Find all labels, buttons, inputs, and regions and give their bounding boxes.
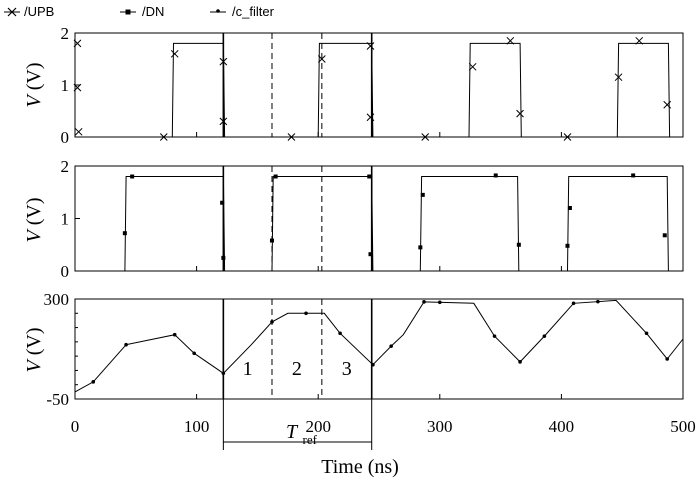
panel-top-series xyxy=(73,36,683,141)
panel-top-ytick-label: 0 xyxy=(61,128,70,147)
panel-bottom-ticks: -50 300 0 100 200 300 400 500 xyxy=(44,290,696,436)
panel-middle-ylabel-var: V xyxy=(23,227,45,242)
upb-marker xyxy=(287,133,296,141)
panel-bottom-frame xyxy=(74,298,684,400)
upb-marker xyxy=(170,49,179,58)
upb-marker xyxy=(468,62,477,71)
c-filter-marker xyxy=(492,334,497,338)
x-tick-label-100: 100 xyxy=(184,417,210,436)
panel-bottom-ylabel-unit: (V) xyxy=(23,328,45,356)
x-tick-label-500: 500 xyxy=(670,417,696,436)
panel-bottom-series xyxy=(74,299,684,393)
panel-top-ylabel-var: V xyxy=(23,92,45,107)
upb-marker xyxy=(421,133,430,141)
dn-marker xyxy=(516,242,521,247)
panel-middle-ylabel: V (V) xyxy=(23,198,45,243)
dn-marker xyxy=(493,173,498,178)
legend-label-dn: /DN xyxy=(142,4,164,19)
dn-marker xyxy=(662,233,667,238)
legend-item-c-filter: /c_filter xyxy=(210,4,275,19)
panel-bottom-ylabel: V (V) xyxy=(23,328,45,373)
dn-marker xyxy=(367,174,372,179)
c-filter-marker xyxy=(304,311,308,316)
legend: /UPB /DN /c_filter xyxy=(4,4,275,19)
dn-marker xyxy=(122,231,127,236)
panel-middle-ylabel-unit: (V) xyxy=(23,198,45,226)
upb-marker xyxy=(366,42,375,50)
upb-marker xyxy=(663,100,672,109)
panel-middle-ticks: 0 1 2 xyxy=(61,157,684,281)
upb-marker xyxy=(516,109,524,118)
panel-top-trace xyxy=(75,42,683,138)
dn-marker xyxy=(273,174,278,179)
c-filter-marker xyxy=(665,357,669,361)
x-tick-label-400: 400 xyxy=(549,417,575,436)
c-filter-marker xyxy=(644,331,649,336)
c-filter-marker xyxy=(422,300,426,304)
x-tick-label-200: 200 xyxy=(305,417,331,436)
dn-marker xyxy=(565,243,570,248)
upb-marker xyxy=(635,36,644,45)
c-filter-marker xyxy=(389,344,393,348)
panel-middle-ytick-label: 1 xyxy=(61,210,70,229)
dn-marker xyxy=(631,173,636,178)
panel-top-ylabel-unit: (V) xyxy=(23,63,45,91)
panel-top: 0 1 2 V (V) xyxy=(23,24,684,147)
panel-middle-series xyxy=(75,173,683,272)
panel-middle-frame xyxy=(74,165,684,272)
panel-middle-trace xyxy=(75,176,683,272)
panel-top-frame xyxy=(74,32,684,138)
panel-top-ticks: 0 1 2 xyxy=(61,24,684,147)
upb-marker xyxy=(366,113,375,122)
panel-top-ylabel: V (V) xyxy=(23,63,45,108)
c-filter-marker xyxy=(596,299,600,304)
region-label-3: 3 xyxy=(342,358,352,380)
c-filter-marker xyxy=(338,331,342,336)
c-filter-marker xyxy=(571,301,576,306)
panel-bottom-trace xyxy=(74,299,684,393)
region-label-2: 2 xyxy=(292,358,302,380)
c-filter-marker xyxy=(172,332,177,337)
panel-top-ytick-label: 1 xyxy=(61,76,70,95)
x-tick-label-0: 0 xyxy=(71,417,80,436)
upb-marker xyxy=(73,39,82,48)
dn-marker xyxy=(420,192,425,197)
upb-marker xyxy=(74,127,83,136)
legend-label-c-filter: /c_filter xyxy=(232,4,275,19)
x-tick-label-300: 300 xyxy=(427,417,453,436)
panel-bottom-ytick-label: 300 xyxy=(44,290,70,309)
dn-marker xyxy=(130,174,135,179)
legend-item-upb: /UPB xyxy=(4,4,54,19)
dn-marker xyxy=(418,245,423,250)
legend-label-upb: /UPB xyxy=(24,4,54,19)
panel-bottom-ytick-label: -50 xyxy=(46,390,69,409)
c-filter-marker xyxy=(438,300,442,305)
panel-top-ytick-label: 2 xyxy=(61,24,70,43)
upb-marker xyxy=(563,133,572,141)
dn-marker xyxy=(220,200,225,205)
panel-bottom-ylabel-var: V xyxy=(23,357,45,372)
c-filter-marker xyxy=(124,342,128,347)
tref-label: T xyxy=(286,421,299,443)
panel-bottom: -50 300 0 100 200 300 400 500 V (V) Time (ns) xyxy=(23,290,696,478)
upb-marker xyxy=(159,133,168,141)
dn-marker xyxy=(368,252,373,257)
region-label-1: 1 xyxy=(243,358,253,380)
c-filter-marker xyxy=(542,334,547,338)
panel-middle-ytick-label: 2 xyxy=(61,157,70,176)
c-filter-marker xyxy=(192,351,196,356)
c-filter-marker xyxy=(518,360,522,364)
panel-middle-ytick-label: 0 xyxy=(61,262,70,281)
upb-marker xyxy=(614,73,623,82)
dn-marker xyxy=(567,206,572,210)
annotations: 1 2 3 T ref xyxy=(222,33,373,450)
panel-middle: 0 1 2 V (V) xyxy=(23,157,684,281)
c-filter-marker xyxy=(91,380,96,384)
tref-subscript: ref xyxy=(303,432,318,447)
legend-item-dn: /DN xyxy=(120,4,164,19)
x-axis-label: Time (ns) xyxy=(321,456,399,478)
upb-marker xyxy=(506,36,515,45)
